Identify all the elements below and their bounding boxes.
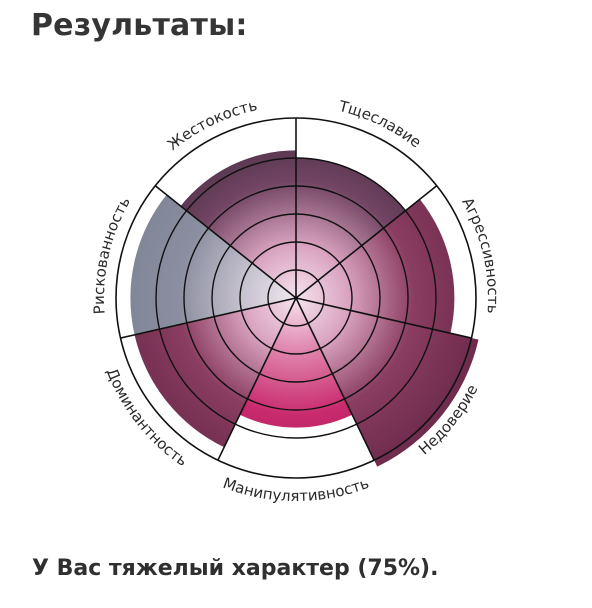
sector-3 bbox=[296, 298, 479, 467]
spoke-line bbox=[295, 297, 375, 461]
sectors-group bbox=[130, 150, 479, 467]
spoke-line bbox=[217, 297, 297, 461]
result-text: У Вас тяжелый характер (75%). bbox=[32, 556, 439, 581]
sector-5 bbox=[134, 298, 296, 448]
spoke-line bbox=[295, 297, 472, 339]
sector-6 bbox=[130, 194, 296, 335]
category-label: Рискованность bbox=[90, 194, 134, 315]
spoke-line bbox=[295, 185, 438, 299]
sector-4 bbox=[239, 298, 353, 428]
sector-2 bbox=[296, 199, 455, 334]
grid-group bbox=[115, 117, 477, 479]
category-label: Агрессивность bbox=[458, 194, 502, 314]
page-title: Результаты: bbox=[31, 8, 248, 43]
spoke-line bbox=[120, 297, 297, 339]
sector-1 bbox=[296, 157, 406, 298]
spoke-line bbox=[154, 185, 297, 299]
category-label: Тщеславие bbox=[336, 97, 425, 152]
